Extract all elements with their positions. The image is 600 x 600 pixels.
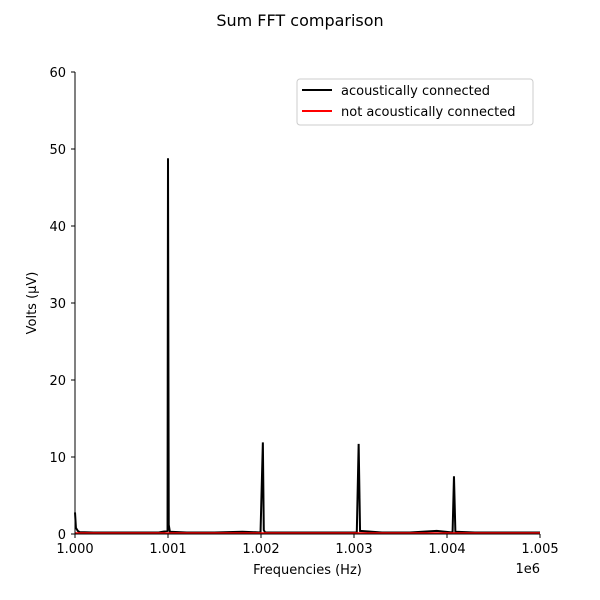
legend-box bbox=[296, 78, 534, 126]
x-tick-label: 1.005 bbox=[521, 542, 558, 557]
series-line-acoustically-connected bbox=[74, 158, 540, 534]
series-layer bbox=[74, 158, 540, 535]
y-tick-label: 50 bbox=[49, 143, 66, 158]
x-tick-label: 1.003 bbox=[335, 542, 372, 557]
y-tick-label: 20 bbox=[49, 374, 66, 389]
x-axis-label: Frequencies (Hz) bbox=[253, 563, 362, 578]
plot-area: 1.000 1.001 1.002 1.003 1.004 1.005 0 10 20 30 40… bbox=[49, 66, 558, 557]
y-tick-label: 30 bbox=[49, 297, 66, 312]
y-tick-label: 10 bbox=[49, 451, 66, 466]
y-tick-label: 40 bbox=[49, 220, 66, 235]
legend-label-not-acoustically-connected: not acoustically connected bbox=[341, 105, 515, 120]
legend: acoustically connected not acoustically … bbox=[296, 78, 534, 126]
y-tick-label: 60 bbox=[49, 66, 66, 81]
x-tick-label: 1.002 bbox=[242, 542, 279, 557]
x-ticks: 1.000 1.001 1.002 1.003 1.004 1.005 bbox=[56, 534, 559, 557]
legend-label-acoustically-connected: acoustically connected bbox=[341, 84, 490, 99]
y-axis-label: Volts (μV) bbox=[25, 272, 40, 335]
x-offset-label: 1e6 bbox=[515, 562, 540, 577]
y-ticks: 0 10 20 30 40 50 60 bbox=[49, 66, 75, 543]
x-tick-label: 1.004 bbox=[428, 542, 465, 557]
chart-title: Sum FFT comparison bbox=[216, 11, 383, 30]
y-tick-label: 0 bbox=[58, 528, 66, 543]
x-tick-label: 1.001 bbox=[149, 542, 186, 557]
x-tick-label: 1.000 bbox=[56, 542, 93, 557]
